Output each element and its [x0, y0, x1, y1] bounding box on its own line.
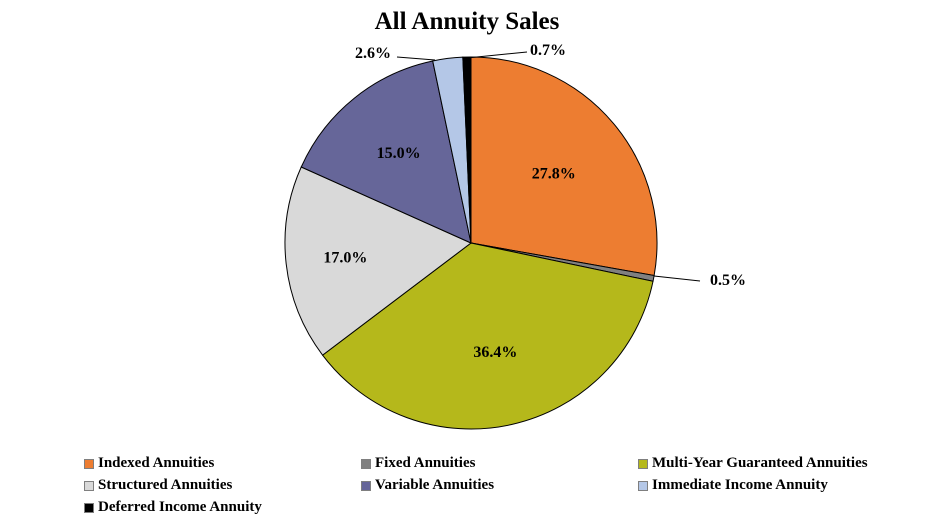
legend-swatch — [84, 502, 94, 513]
legend-label: Indexed Annuities — [98, 455, 215, 471]
pie-slice-indexed-annuities — [470, 56, 658, 277]
legend-label: Variable Annuities — [375, 477, 495, 493]
leader-line — [653, 275, 701, 282]
legend-swatch — [361, 480, 371, 491]
legend-swatch — [638, 458, 648, 469]
legend-label: Immediate Income Annuity — [652, 477, 828, 493]
legend-label: Multi-Year Guaranteed Annuities — [652, 455, 868, 471]
data-label: 2.6% — [355, 45, 391, 62]
leader-line — [396, 56, 436, 61]
data-label: 0.7% — [530, 42, 566, 59]
legend-item: Fixed Annuities — [361, 453, 638, 474]
legend-item: Multi-Year Guaranteed Annuities — [638, 453, 918, 474]
chart-title: All Annuity Sales — [374, 8, 560, 35]
data-label: 0.5% — [710, 272, 746, 289]
legend-item: Immediate Income Annuity — [638, 475, 918, 496]
legend-swatch — [84, 458, 94, 469]
leader-line — [466, 51, 528, 59]
legend-swatch — [361, 458, 371, 469]
legend-item: Variable Annuities — [361, 475, 638, 496]
data-label: 27.8% — [532, 166, 576, 183]
legend-label: Deferred Income Annuity — [98, 499, 262, 515]
legend-label: Fixed Annuities — [375, 455, 476, 471]
pie-slice-multi-year-guaranteed-annuities — [321, 242, 654, 430]
legend-swatch — [638, 480, 648, 491]
legend-item: Indexed Annuities — [84, 453, 361, 474]
legend-label: Structured Annuities — [98, 477, 233, 493]
legend-item: Deferred Income Annuity — [84, 497, 361, 518]
data-label: 17.0% — [323, 249, 367, 266]
pie-slice-deferred-income-annuity — [462, 56, 472, 244]
data-label: 15.0% — [377, 145, 421, 162]
pie-slice-structured-annuities — [284, 166, 472, 356]
pie-chart: 27.8% 0.5% 36.4% 17.0% 15.0% 2.6% 0.7% — [284, 42, 746, 430]
pie-slice-variable-annuities — [300, 60, 472, 244]
legend: Indexed Annuities Fixed Annuities Multi-Ye… — [84, 453, 924, 518]
legend-item: Structured Annuities — [84, 475, 361, 496]
data-label: 36.4% — [473, 344, 517, 361]
legend-swatch — [84, 480, 94, 491]
